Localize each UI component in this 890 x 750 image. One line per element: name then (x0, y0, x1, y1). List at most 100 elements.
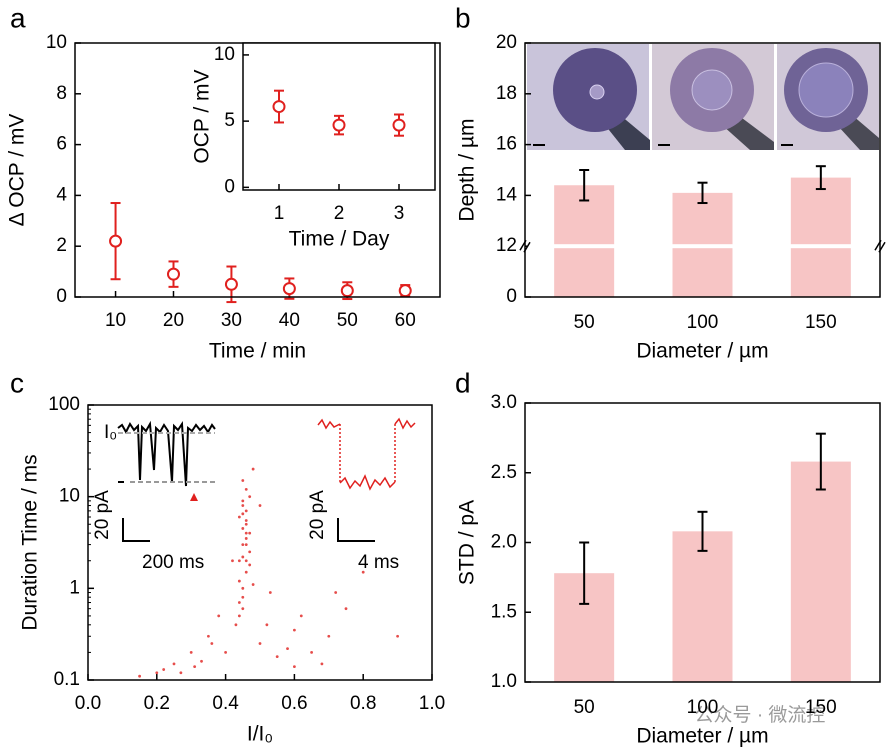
y-axis-label: STD / pA (456, 500, 479, 585)
x-tick-label: 150 (805, 312, 837, 333)
bar (554, 185, 615, 297)
point (109, 234, 123, 248)
point (398, 284, 412, 298)
event-point (217, 614, 221, 618)
event-point (275, 655, 279, 658)
y-axis-label: OCP / mV (191, 69, 214, 163)
event-point (268, 591, 272, 594)
point (272, 100, 286, 114)
event-point (244, 522, 248, 526)
plot-frame (242, 42, 436, 191)
event-point (320, 662, 324, 666)
x-axis-label: Diameter / µm (636, 725, 768, 748)
y-tick-label: 2.5 (491, 462, 517, 483)
event-point (241, 555, 245, 559)
event-point (237, 559, 241, 563)
x-tick-label: 0.4 (212, 693, 239, 714)
x-axis-label: Time / Day (289, 228, 390, 251)
event-point (241, 499, 245, 503)
y-axis-label: Δ OCP / mV (6, 114, 29, 227)
y-tick-label: 10 (46, 32, 67, 53)
event-point (251, 583, 255, 586)
event-point (248, 550, 252, 554)
event-point (248, 495, 252, 499)
y-tick-label: 20 (496, 32, 517, 53)
point (282, 282, 296, 296)
event-point (244, 559, 248, 563)
y-tick-label: 1.0 (491, 671, 517, 692)
event-point (310, 651, 313, 654)
event-point (241, 504, 245, 507)
y-tick-label: 18 (496, 83, 517, 104)
event-point (244, 509, 248, 513)
plot-frame (524, 402, 881, 683)
y-tick-label: 4 (56, 184, 67, 205)
axis-break (527, 244, 878, 249)
y-tick-label: 3.0 (491, 392, 517, 413)
y-tick-label: 1 (69, 577, 80, 598)
event-point (293, 628, 296, 632)
point (340, 284, 354, 298)
x-axis-label: I/I₀ (247, 723, 273, 746)
event-point (396, 634, 399, 638)
event-point (138, 674, 142, 678)
event-point (210, 642, 214, 645)
event-point (344, 607, 348, 611)
y-tick-label: 0 (224, 176, 235, 197)
event-point (224, 651, 228, 654)
event-point (265, 623, 269, 627)
x-tick-label: 40 (279, 310, 300, 331)
y-tick-label: 14 (496, 184, 518, 205)
y-tick-label: 5 (224, 110, 235, 131)
event-point (241, 512, 245, 516)
event-point (334, 591, 338, 594)
point (166, 267, 180, 281)
event-point (189, 651, 193, 654)
event-point (241, 527, 245, 530)
event-point (237, 601, 241, 604)
x-tick-label: 60 (395, 310, 416, 331)
x-tick-label: 100 (687, 312, 719, 333)
event-point (286, 647, 289, 651)
y-tick-label: 12 (496, 235, 517, 256)
x-tick-label: 100 (687, 697, 719, 718)
plot-frame (524, 42, 881, 298)
event-point (179, 671, 183, 675)
trace-annotation: 20 pA (92, 490, 113, 540)
event-point (241, 543, 245, 546)
event-point (244, 570, 248, 574)
x-tick-label: 50 (574, 697, 595, 718)
y-tick-label: 100 (48, 394, 80, 415)
x-tick-label: 20 (163, 310, 184, 331)
y-axis-label: Depth / µm (456, 118, 479, 221)
event-point (361, 570, 365, 574)
plot-frame (87, 404, 433, 681)
event-point (248, 563, 252, 567)
point (332, 118, 346, 132)
point (392, 118, 406, 132)
event-point (241, 595, 245, 599)
y-tick-label: 0.1 (54, 669, 80, 690)
event-point (258, 642, 262, 645)
event-point (207, 634, 210, 638)
y-tick-label: 2 (56, 235, 67, 256)
bar (790, 461, 851, 682)
event-point (237, 579, 241, 583)
trace-annotation: I₀ (104, 422, 117, 443)
watermark: 公众号 · 微流控 (695, 704, 826, 726)
x-tick-label: 3 (394, 203, 405, 224)
event-point (241, 479, 245, 482)
event-point (293, 665, 296, 669)
event-point (200, 659, 203, 663)
bar (790, 177, 851, 297)
panel-label: b (455, 2, 471, 33)
y-tick-label: 0 (56, 286, 67, 307)
x-tick-label: 0.0 (75, 693, 101, 714)
event-point (234, 623, 238, 627)
event-point (244, 537, 248, 540)
y-tick-label: 10 (59, 486, 80, 507)
event-point (299, 614, 303, 618)
y-tick-label: 0 (506, 286, 517, 307)
event-point (237, 515, 241, 519)
